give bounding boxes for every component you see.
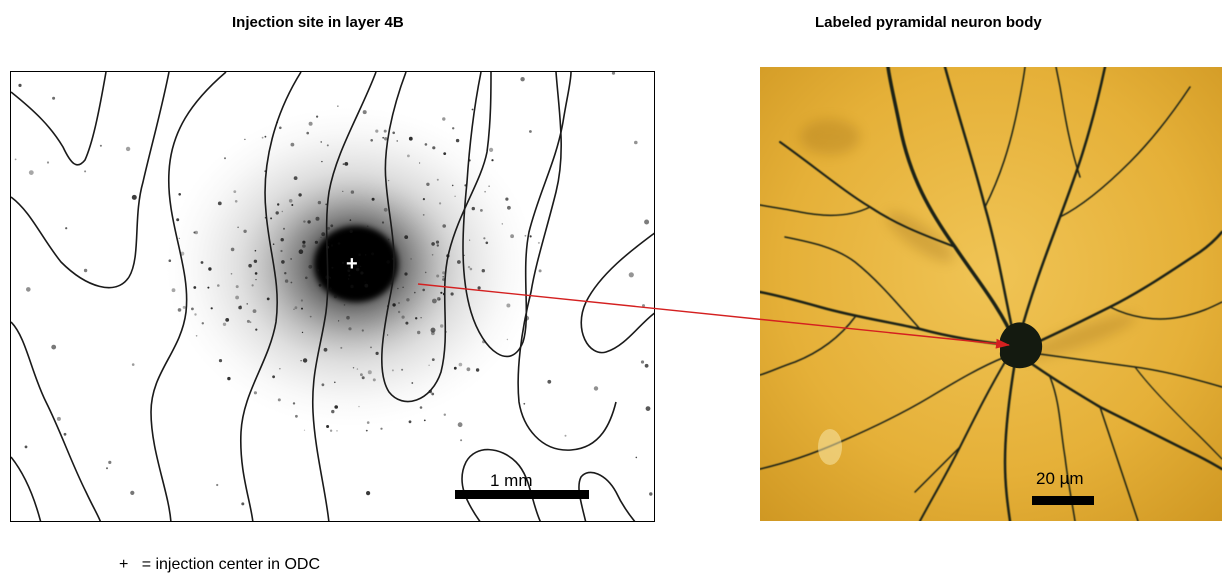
legend-symbol: + [119, 556, 129, 573]
injection-center-marker: + [346, 253, 358, 275]
legend: + = injection center in ODC [119, 556, 320, 574]
scale-bar-1mm [455, 490, 589, 499]
neuron-image: 20 µm [760, 67, 1222, 521]
neuron-soma [999, 322, 1043, 369]
scale-bar-label-right: 20 µm [1036, 469, 1084, 488]
scale-bar-label-left: 1 mm [490, 471, 533, 490]
scale-bar-20um [1032, 496, 1094, 505]
left-panel-title: Injection site in layer 4B [232, 14, 404, 31]
legend-text: = injection center in ODC [141, 556, 320, 573]
tracer-halo [14, 72, 653, 506]
right-panel-title: Labeled pyramidal neuron body [815, 14, 1042, 31]
injection-site-image: + 1 mm [10, 71, 655, 522]
